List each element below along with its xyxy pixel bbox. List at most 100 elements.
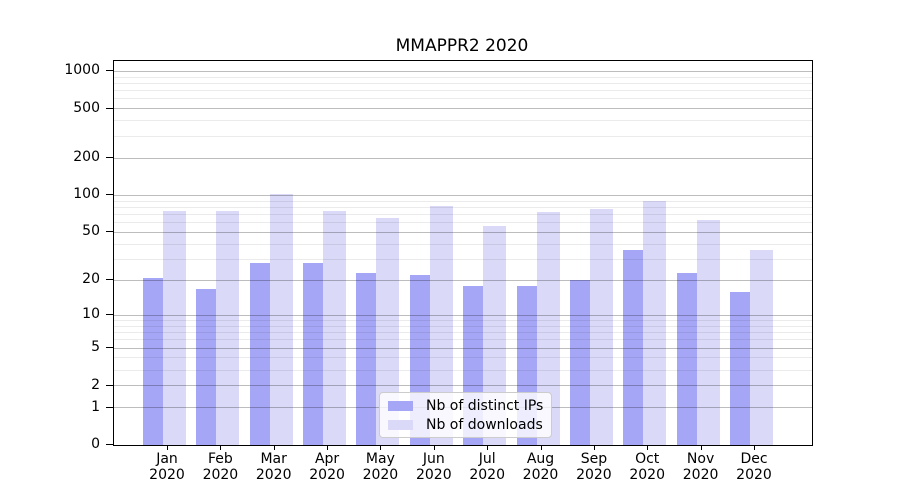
bar-downloads-dec xyxy=(749,249,773,445)
legend-label-downloads: Nb of downloads xyxy=(426,416,543,433)
plot-area: Nb of distinct IPs Nb of downloads xyxy=(113,60,813,446)
gridline-8 xyxy=(114,325,812,327)
y-tick-200 xyxy=(106,157,113,159)
gridline-400 xyxy=(114,120,812,122)
legend-swatch-distinct-ips xyxy=(388,400,413,411)
x-tick-may xyxy=(380,445,382,450)
x-tick-label-nov: Nov 2020 xyxy=(682,451,719,483)
gridline-5 xyxy=(114,347,812,349)
bar-downloads-apr xyxy=(323,210,347,445)
bar-downloads-aug xyxy=(536,212,560,445)
bar-downloads-nov xyxy=(696,220,720,445)
x-tick-label-jun: Jun 2020 xyxy=(415,451,452,483)
x-tick-label-oct: Oct 2020 xyxy=(629,451,665,483)
gridline-2 xyxy=(114,385,812,387)
x-tick-label-jul: Jul 2020 xyxy=(469,451,505,483)
gridline-30 xyxy=(114,258,812,260)
y-tick-20 xyxy=(106,279,113,281)
y-tick-label-20: 20 xyxy=(82,271,100,288)
gridline-100 xyxy=(114,194,812,196)
legend: Nb of distinct IPs Nb of downloads xyxy=(379,392,553,438)
bar-downloads-jul xyxy=(483,226,507,445)
gridline-20 xyxy=(114,279,812,281)
x-tick-label-sep: Sep 2020 xyxy=(576,451,612,483)
gridline-1000 xyxy=(114,70,812,72)
legend-swatch-downloads xyxy=(388,419,413,430)
x-tick-apr xyxy=(327,445,329,450)
legend-label-distinct-ips: Nb of distinct IPs xyxy=(426,397,544,414)
bar-ips-feb xyxy=(196,288,217,445)
x-tick-label-may: May 2020 xyxy=(362,451,399,483)
x-tick-label-feb: Feb 2020 xyxy=(202,451,239,483)
y-tick-2 xyxy=(106,384,113,386)
gridline-60 xyxy=(114,222,812,224)
y-tick-10 xyxy=(106,314,113,316)
gridline-80 xyxy=(114,206,812,208)
gridline-700 xyxy=(114,90,812,92)
gridline-600 xyxy=(114,98,812,100)
x-tick-nov xyxy=(700,445,702,450)
x-tick-aug xyxy=(540,445,542,450)
bar-downloads-mar xyxy=(269,194,293,445)
y-tick-label-10: 10 xyxy=(82,306,100,323)
x-tick-label-aug: Aug 2020 xyxy=(522,451,559,483)
chart-title: MMAPPR2 2020 xyxy=(395,36,529,56)
y-tick-label-1: 1 xyxy=(91,398,100,415)
bar-downloads-jan xyxy=(163,210,186,445)
x-tick-mar xyxy=(273,445,275,450)
bar-downloads-jun xyxy=(429,206,453,445)
gridline-6 xyxy=(114,339,812,341)
legend-item-distinct-ips: Nb of distinct IPs xyxy=(388,396,543,415)
y-tick-label-200: 200 xyxy=(73,149,100,166)
bar-ips-jan xyxy=(143,277,163,445)
gridline-40 xyxy=(114,243,812,245)
bar-ips-nov xyxy=(676,273,697,445)
y-tick-1 xyxy=(106,406,113,408)
bar-ips-sep xyxy=(569,280,590,445)
bar-ips-apr xyxy=(303,262,324,445)
x-tick-label-apr: Apr 2020 xyxy=(309,451,345,483)
x-tick-jun xyxy=(433,445,435,450)
gridline-90 xyxy=(114,200,812,202)
gridline-900 xyxy=(114,76,812,78)
x-tick-sep xyxy=(593,445,595,450)
bar-ips-mar xyxy=(249,262,270,445)
y-tick-label-2: 2 xyxy=(91,376,100,393)
y-tick-0 xyxy=(106,444,113,445)
x-tick-dec xyxy=(754,445,755,450)
gridline-800 xyxy=(114,82,812,84)
y-tick-label-5: 5 xyxy=(91,339,100,356)
y-tick-label-500: 500 xyxy=(73,99,100,116)
bar-ips-dec xyxy=(729,291,750,445)
y-tick-50 xyxy=(106,231,113,233)
gridline-300 xyxy=(114,135,812,137)
gridline-70 xyxy=(114,213,812,215)
x-tick-label-mar: Mar 2020 xyxy=(255,451,292,483)
gridline-10 xyxy=(114,314,812,316)
y-tick-label-1000: 1000 xyxy=(64,62,100,79)
y-tick-1000 xyxy=(106,70,113,72)
bar-ips-may xyxy=(356,273,377,445)
gridline-500 xyxy=(114,108,812,110)
x-tick-oct xyxy=(647,445,649,450)
bar-downloads-feb xyxy=(216,210,240,445)
y-tick-500 xyxy=(106,107,113,109)
gridline-200 xyxy=(114,157,812,159)
gridline-3 xyxy=(114,369,812,371)
x-tick-feb xyxy=(220,445,222,450)
x-tick-label-jan: Jan 2020 xyxy=(149,451,185,483)
gridline-50 xyxy=(114,231,812,233)
y-tick-100 xyxy=(106,194,113,196)
gridline-4 xyxy=(114,357,812,359)
x-tick-jan xyxy=(167,445,168,450)
bar-downloads-may xyxy=(376,218,400,445)
bar-ips-oct xyxy=(623,249,644,445)
x-tick-jul xyxy=(487,445,489,450)
bar-downloads-oct xyxy=(643,201,667,445)
gridline-7 xyxy=(114,332,812,333)
y-tick-5 xyxy=(106,347,113,349)
gridlines-layer xyxy=(114,61,812,445)
bar-downloads-sep xyxy=(589,208,613,445)
y-tick-label-50: 50 xyxy=(82,223,100,240)
